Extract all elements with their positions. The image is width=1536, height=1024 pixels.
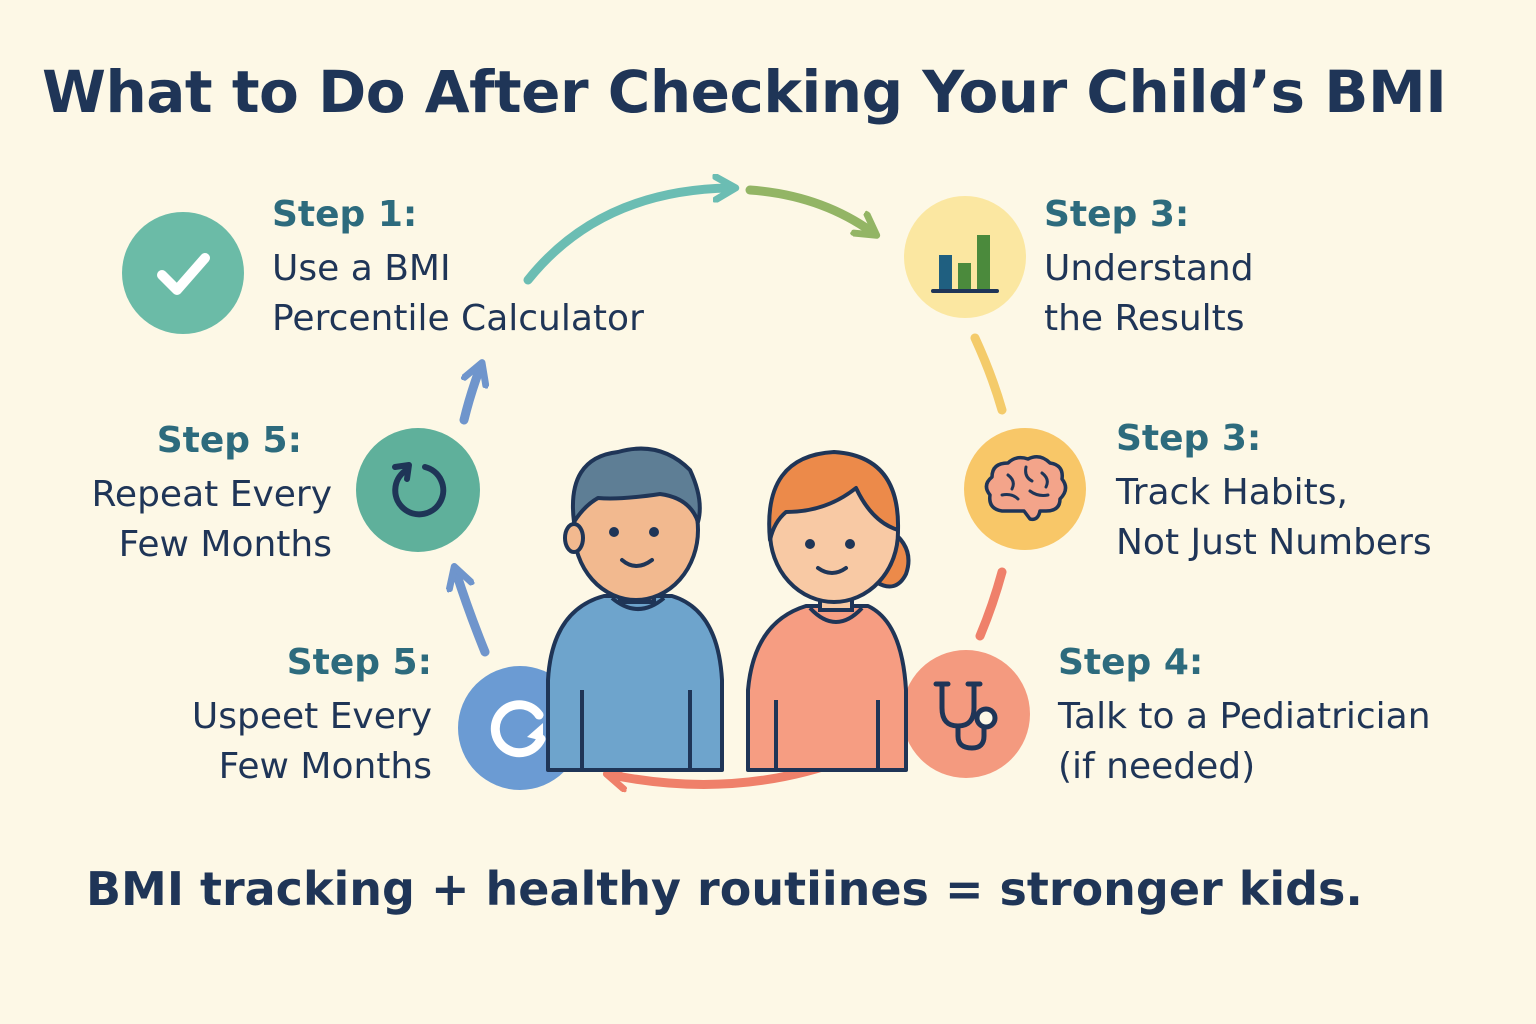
step4-heading: Step 4: [1058, 642, 1204, 683]
page-title: What to Do After Checking Your Child’s B… [42, 58, 1447, 126]
step5-bottom-description: Uspeet Every Few Months [191, 696, 432, 787]
step5-repeat-circle [356, 428, 480, 552]
tagline: BMI tracking + healthy routiines = stron… [86, 862, 1363, 916]
step1-circle [122, 212, 244, 334]
step3-habits-circle [964, 428, 1086, 550]
stethoscope-icon [933, 681, 998, 751]
step5-repeat-description: Repeat Every Few Months [91, 474, 332, 565]
step5-repeat-heading: Step 5: [156, 420, 302, 461]
step3-results-description: Understand the Results [1044, 248, 1254, 339]
arrow-bottom-up [456, 572, 490, 657]
step1-description: Use a BMI Percentile Calculator [272, 248, 644, 339]
arrow-repeat-up [459, 368, 480, 425]
step1-heading: Step 1: [272, 194, 418, 235]
cycle-icon [392, 462, 447, 518]
boy-figure [546, 446, 724, 772]
step3-habits-heading: Step 3: [1116, 418, 1262, 459]
arrow-top-right [745, 185, 872, 232]
check-icon [157, 253, 210, 295]
step3-results-circle [904, 196, 1026, 318]
step5-bottom-heading: Step 5: [286, 642, 432, 683]
refresh-icon [490, 700, 546, 758]
arrow-habits-down [975, 567, 1007, 641]
step3-results-heading: Step 3: [1044, 194, 1190, 235]
arrow-step3-down [970, 333, 1007, 415]
bar-chart-icon [931, 235, 999, 293]
brain-icon [984, 455, 1068, 522]
step4-description: Talk to a Pediatrician (if needed) [1058, 696, 1431, 787]
girl-figure [746, 450, 911, 772]
step4-circle [902, 650, 1030, 778]
arrow-step1-to-step3 [523, 188, 730, 285]
step3-habits-description: Track Habits, Not Just Numbers [1116, 472, 1432, 563]
